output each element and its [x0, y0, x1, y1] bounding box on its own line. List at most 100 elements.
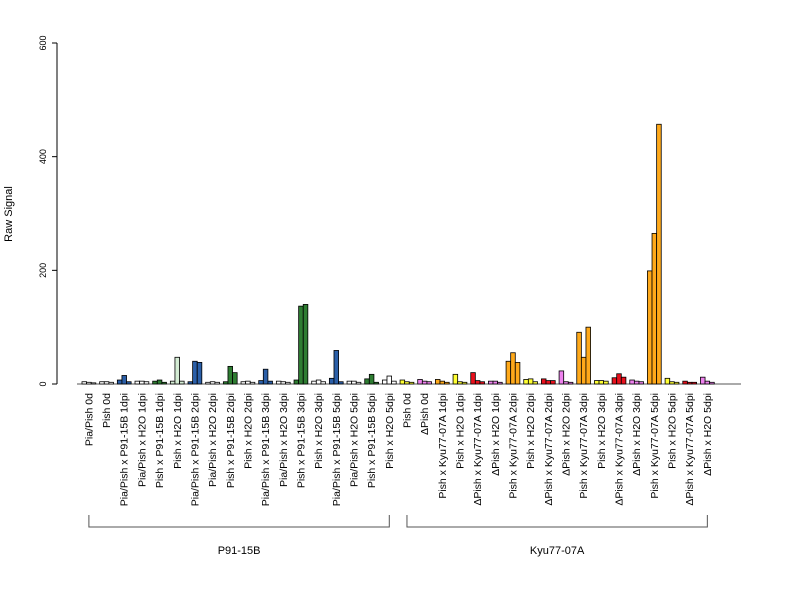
bar — [391, 380, 397, 385]
bar — [550, 380, 556, 385]
x-tick-label: Pia/Pish x P91-15B 5dpi — [331, 393, 343, 506]
x-tick-label: Pia/Pish x P91-15B 1dpi — [119, 393, 131, 506]
bar — [404, 381, 410, 385]
x-tick-labels: Pia/Pish 0d Pish 0d Pia/Pish x P91-15B 1dp… — [83, 393, 713, 506]
x-tick-label: Pish x P91-15B 2dpi — [225, 393, 237, 488]
bar — [262, 368, 269, 385]
bar — [192, 360, 198, 385]
bar — [603, 380, 609, 385]
bar — [426, 381, 432, 385]
x-tick-label: Pish x H2O 3dpi — [313, 393, 325, 469]
y-tick-label: 400 — [38, 149, 48, 164]
bar — [386, 375, 392, 385]
bar — [523, 379, 529, 385]
bar — [514, 361, 521, 385]
bar — [541, 378, 547, 385]
x-tick-label: Pish 0d — [401, 393, 413, 428]
bar — [585, 326, 591, 385]
bar — [461, 381, 468, 385]
bar — [576, 331, 582, 385]
bar — [328, 377, 335, 385]
bar — [338, 381, 344, 385]
x-tick-label: Pish x H2O 2dpi — [525, 393, 537, 469]
bar — [673, 381, 680, 385]
bar — [417, 379, 423, 385]
x-tick-label: Pia/Pish x P91-15B 2dpi — [189, 393, 201, 506]
bar — [156, 379, 163, 385]
bar — [311, 380, 317, 385]
bar — [267, 380, 273, 385]
bar — [611, 377, 618, 385]
bar — [686, 381, 693, 385]
bar — [669, 381, 675, 385]
bar — [474, 380, 481, 385]
x-tick-label: Pia/Pish x P91-15B 3dpi — [260, 393, 272, 506]
bar — [457, 381, 463, 385]
bar — [381, 379, 388, 385]
bar — [700, 376, 706, 385]
bar — [346, 380, 353, 385]
y-tick-label: 200 — [38, 263, 48, 278]
bar — [214, 381, 220, 385]
bar — [408, 381, 415, 385]
group-brackets: P91-15B Kyu77-07A — [88, 515, 708, 557]
bar — [351, 380, 357, 385]
bar — [293, 379, 300, 385]
bar — [664, 377, 671, 385]
bar — [532, 381, 538, 385]
y-axis: 0 200 400 600 — [38, 35, 58, 387]
bar — [139, 380, 145, 385]
x-tick-label: Pish x H2O 1dpi — [172, 393, 184, 469]
bar — [563, 381, 569, 385]
bar — [152, 380, 158, 385]
bar — [205, 381, 211, 385]
x-tick-label: Pish x Kyu77-07A 2dpi — [507, 393, 519, 499]
bar — [488, 380, 494, 385]
bar — [497, 381, 503, 385]
bar — [709, 381, 715, 385]
x-tick-label: ΔPish x Kyu77-07A 3dpi — [614, 393, 626, 506]
bar — [434, 379, 441, 385]
bar — [691, 381, 697, 385]
bar — [368, 373, 375, 385]
x-tick-label: Pish x Kyu77-07A 3dpi — [578, 393, 590, 499]
x-tick-label: ΔPish x H2O 3dpi — [631, 393, 643, 476]
bar — [364, 378, 370, 385]
x-tick-label: Pish x H2O 5dpi — [384, 393, 396, 469]
group-label: P91-15B — [218, 545, 261, 557]
y-axis-label: Raw Signal — [3, 186, 15, 242]
bar — [373, 381, 379, 385]
bar — [161, 381, 167, 385]
bar — [647, 270, 653, 385]
bar — [510, 352, 516, 385]
x-tick-label: Pia/Pish 0d — [83, 393, 95, 446]
bar — [174, 356, 180, 385]
x-tick-label: ΔPish x Kyu77-07A 5dpi — [684, 393, 696, 506]
bar — [527, 378, 534, 385]
y-tick-label: 600 — [38, 35, 48, 50]
x-tick-label: Pia/Pish x H2O 3dpi — [278, 393, 290, 487]
bar — [633, 380, 640, 385]
bar — [222, 381, 229, 385]
bar — [126, 381, 132, 385]
bar — [143, 381, 150, 385]
bar — [444, 381, 450, 385]
bar — [302, 304, 309, 385]
bar — [452, 373, 459, 385]
bar — [209, 381, 216, 385]
bar — [134, 380, 141, 385]
x-tick-label: ΔPish x H2O 5dpi — [702, 393, 714, 476]
x-tick-label: ΔPish x H2O 2dpi — [560, 393, 572, 476]
bar — [558, 370, 565, 385]
x-tick-label: ΔPish x Kyu77-07A 1dpi — [472, 393, 484, 506]
bar — [187, 381, 194, 385]
bar — [245, 380, 251, 385]
group-bracket — [406, 515, 708, 528]
bar — [620, 376, 627, 385]
bar — [315, 379, 322, 385]
bar — [121, 375, 127, 385]
bar — [355, 381, 362, 385]
bar — [298, 305, 304, 385]
x-tick-label: Pish x P91-15B 1dpi — [154, 393, 166, 488]
bar — [179, 380, 185, 385]
